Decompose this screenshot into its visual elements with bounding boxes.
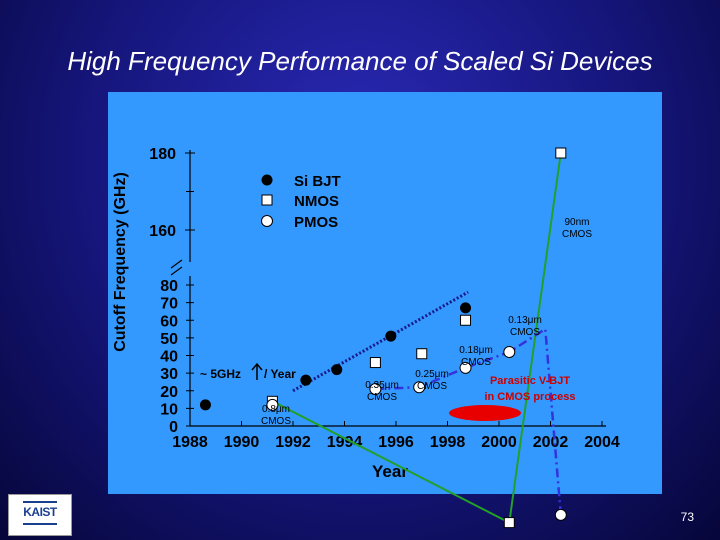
x-tick-label: 1996 [378, 434, 414, 451]
trend-line-pmos [375, 326, 563, 516]
x-tick-label: 1998 [430, 434, 466, 451]
node-label: 0.25μm [415, 369, 449, 380]
y-tick-label: 40 [160, 349, 178, 366]
data-point [416, 348, 428, 360]
y-tick-label: 160 [149, 223, 176, 240]
x-tick-label: 2002 [533, 434, 569, 451]
node-label: 0.18μm [459, 345, 493, 356]
x-tick-label: 1992 [275, 434, 311, 451]
y-tick-label: 80 [160, 278, 178, 295]
data-point [385, 330, 397, 342]
legend-label: PMOS [294, 214, 338, 231]
up-arrow-icon [251, 362, 263, 380]
data-point [503, 345, 516, 358]
data-point [331, 364, 343, 376]
data-point [266, 398, 279, 411]
chart-legend: Si BJT NMOS PMOS [261, 173, 341, 231]
x-tick-label: 1988 [172, 434, 208, 451]
data-point [369, 382, 382, 395]
y-axis-title: Cutoff Frequency (GHz) [112, 172, 129, 352]
kaist-logo: KAIST [8, 494, 72, 536]
y-tick-label: 50 [160, 331, 178, 348]
legend-marker [261, 215, 273, 227]
node-label: 90nm [564, 217, 589, 228]
node-label-cmos: CMOS [461, 357, 491, 368]
x-tick-label: 2000 [481, 434, 517, 451]
node-label: 0.8μm [262, 404, 290, 415]
data-point [369, 357, 381, 369]
y-tick-label: 10 [160, 401, 178, 418]
parasitic-label: Parasitic V-BJT [490, 375, 570, 387]
data-point [460, 302, 472, 314]
logo-text: KAIST [23, 505, 57, 519]
chart-annotations: ~ 5GHz / Year0.8μmCMOS0.35μmCMOS0.25μmCMO… [200, 217, 592, 427]
x-axis-title: Year [372, 462, 408, 481]
data-point [199, 399, 211, 411]
y-axis-break-mark [170, 266, 183, 276]
node-label-cmos: CMOS [367, 392, 397, 403]
y-axis-break-mark [170, 259, 183, 269]
node-label: 0.13μm [508, 315, 542, 326]
page-number: 73 [680, 510, 694, 524]
y-tick-label: 70 [160, 296, 178, 313]
data-point [554, 508, 567, 521]
y-tick-label: 60 [160, 313, 178, 330]
y-tick-label: 180 [149, 146, 176, 163]
data-point [300, 374, 312, 386]
y-tick-label: 20 [160, 384, 178, 401]
trend-line-si-bjt [292, 290, 469, 393]
parasitic-highlight-ellipse [449, 405, 521, 421]
x-tick-label: 1990 [224, 434, 260, 451]
node-label-cmos: CMOS [261, 416, 291, 427]
data-point [459, 361, 472, 374]
slide-title: High Frequency Performance of Scaled Si … [67, 46, 653, 76]
legend-marker [261, 174, 273, 186]
data-point [503, 517, 515, 529]
legend-label: NMOS [294, 193, 339, 210]
rate-annotation: ~ 5GHz [200, 367, 241, 381]
node-label-cmos: CMOS [417, 381, 447, 392]
node-label: 0.35μm [365, 380, 399, 391]
y-tick-label: 30 [160, 366, 178, 383]
y-tick-label: 0 [169, 419, 178, 436]
node-label-cmos: CMOS [562, 229, 592, 240]
chart-panel [108, 92, 662, 494]
legend-marker [261, 194, 273, 206]
data-point [460, 314, 472, 326]
chart-marks [199, 147, 567, 529]
data-point [413, 381, 426, 394]
x-tick-label: 1994 [327, 434, 363, 451]
parasitic-label: in CMOS process [484, 391, 575, 403]
node-label-cmos: CMOS [510, 327, 540, 338]
rate-annotation-suffix: / Year [264, 367, 296, 381]
x-tick-label: 2004 [584, 434, 620, 451]
legend-label: Si BJT [294, 173, 341, 190]
data-point [555, 147, 567, 159]
